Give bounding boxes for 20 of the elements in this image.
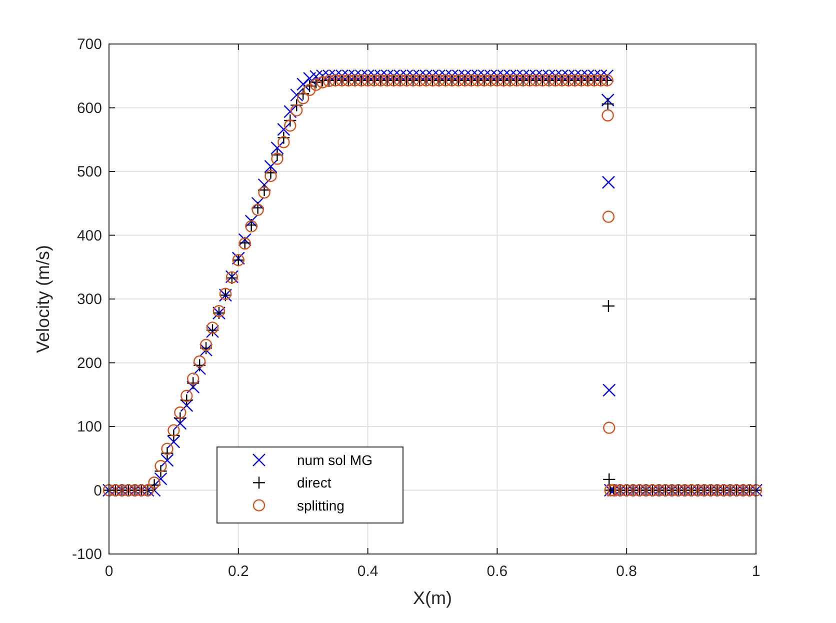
- y-tick-label: 700: [76, 36, 102, 53]
- x-tick-label: 0: [104, 563, 114, 580]
- y-tick-label: 200: [76, 354, 102, 372]
- legend-label: direct: [297, 474, 332, 491]
- legend-label: num sol MG: [297, 452, 372, 468]
- x-tick-label: 1: [752, 563, 760, 580]
- y-tick-label: 100: [76, 418, 102, 436]
- y-tick-label: 0: [94, 482, 102, 500]
- x-tick-label: 0.6: [486, 563, 508, 580]
- x-tick-label: 0.8: [616, 563, 638, 580]
- legend-label: splitting: [297, 497, 344, 514]
- y-axis-title: Velocity (m/s): [33, 244, 53, 354]
- y-tick-label: 400: [76, 227, 102, 244]
- y-tick-label: 500: [76, 164, 102, 180]
- y-tick-label: -100: [72, 546, 102, 563]
- y-tick-label: 300: [76, 291, 102, 308]
- x-tick-label: 0.4: [357, 563, 378, 580]
- y-tick-label: 600: [76, 100, 102, 117]
- x-tick-label: 0.2: [228, 563, 249, 580]
- x-axis-title: X(m): [413, 588, 452, 608]
